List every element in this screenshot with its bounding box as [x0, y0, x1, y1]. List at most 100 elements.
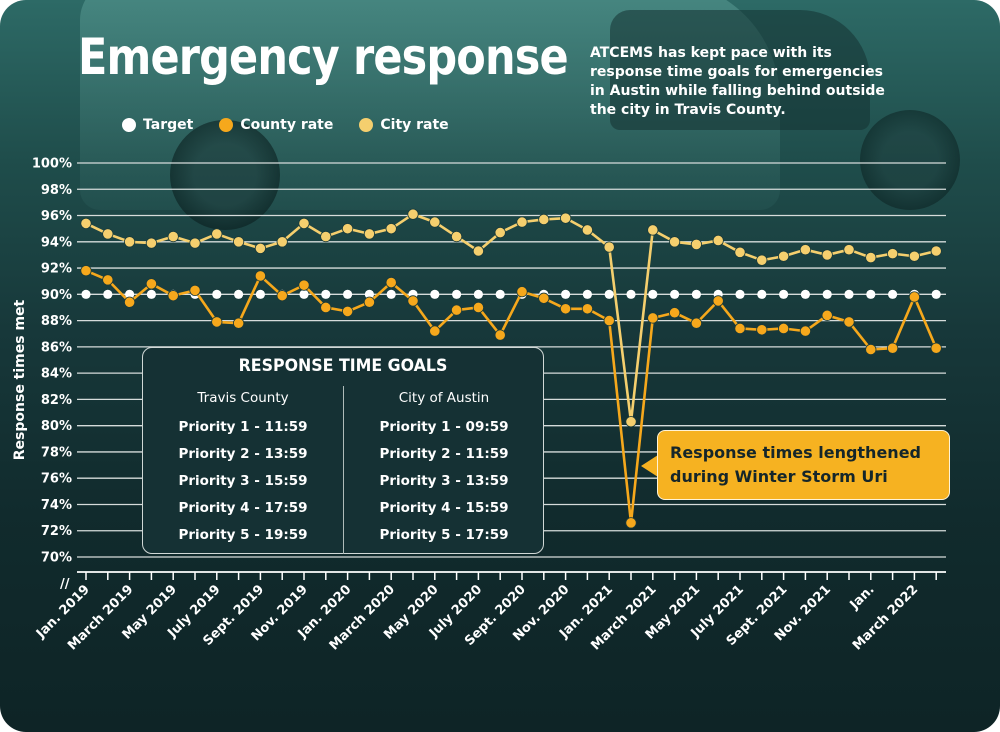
- target-point: [321, 289, 331, 299]
- county-rate-point: [80, 265, 92, 277]
- y-tick-label: 70%: [41, 551, 72, 566]
- city-rate-point: [124, 236, 136, 248]
- city-rate-point: [908, 250, 921, 262]
- y-tick-label: 98%: [41, 183, 72, 198]
- y-tick-label: 84%: [41, 367, 72, 382]
- county-rate-point: [559, 303, 572, 315]
- county-rate-point: [494, 329, 506, 341]
- background-window-shape: [610, 10, 870, 130]
- county-rate-point: [145, 278, 157, 290]
- county-rate-point: [625, 517, 637, 529]
- legend-item-city: City rate: [359, 117, 449, 133]
- city-rate-point: [363, 228, 375, 240]
- target-point: [125, 289, 135, 299]
- county-rate-point: [254, 270, 266, 282]
- county-rate-point: [647, 312, 659, 324]
- target-point: [452, 289, 462, 299]
- callout-pointer: [641, 455, 658, 477]
- target-point: [800, 289, 811, 299]
- goals-row: Priority 4 - 17:59: [178, 500, 308, 516]
- y-tick-label: 94%: [41, 235, 72, 250]
- y-axis-label: Response times met: [12, 299, 28, 460]
- target-point: [212, 289, 222, 299]
- legend-dot-county: [219, 118, 234, 132]
- city-rate-point: [429, 216, 441, 228]
- y-tick-label: 100%: [32, 157, 72, 172]
- legend-label: Target: [143, 117, 194, 133]
- target-point: [473, 289, 483, 299]
- county-rate-point: [341, 305, 354, 318]
- goals-row: Priority 1 - 09:59: [379, 419, 509, 435]
- series-layer: [80, 208, 942, 529]
- target-point: [103, 289, 113, 299]
- county-rate-point: [363, 296, 375, 308]
- y-tick-label: 88%: [41, 314, 72, 329]
- goals-column-city: City of Austin Priority 1 - 09:59 Priori…: [344, 388, 544, 549]
- goals-column-heading: City of Austin: [398, 390, 490, 406]
- background-wheel-shape: [860, 110, 960, 210]
- county-rate-point: [211, 316, 223, 328]
- city-rate-point: [625, 416, 637, 428]
- y-tick-label: 76%: [41, 472, 72, 487]
- goals-row: Priority 2 - 11:59: [379, 446, 509, 462]
- goals-divider: [343, 386, 344, 554]
- target-point: [866, 289, 876, 299]
- axis-break-mark: //: [60, 577, 70, 592]
- county-rate-point: [734, 322, 746, 335]
- city-rate-point: [821, 249, 833, 261]
- y-tick-label: 80%: [41, 419, 72, 434]
- city-rate-point: [450, 230, 463, 243]
- legend-dot-city: [359, 118, 374, 132]
- county-rate-point: [886, 342, 899, 354]
- county-rate-point: [799, 325, 812, 337]
- county-rate-point: [756, 324, 768, 336]
- county-rate-point: [538, 292, 550, 304]
- city-rate-point: [167, 230, 179, 243]
- y-tick-label: 82%: [41, 393, 72, 408]
- legend: Target County rate City rate: [122, 117, 449, 133]
- legend-item-county: County rate: [219, 117, 333, 133]
- goals-row: Priority 2 - 13:59: [178, 446, 308, 462]
- county-rate-point: [865, 343, 877, 356]
- county-rate-point: [407, 295, 419, 307]
- goals-title: RESPONSE TIME GOALS: [238, 356, 448, 376]
- goals-row: Priority 5 - 17:59: [379, 527, 509, 543]
- city-rate-point: [385, 223, 397, 235]
- city-rate-point: [799, 244, 812, 256]
- county-rate-point: [690, 317, 703, 329]
- target-point: [364, 289, 374, 299]
- target-point: [888, 289, 898, 299]
- county-rate-point: [167, 290, 179, 302]
- city-rate-point: [647, 224, 659, 236]
- city-rate-point: [843, 244, 855, 256]
- target-point: [648, 289, 658, 299]
- goals-column-heading: Travis County: [197, 390, 289, 406]
- city-rate-point: [756, 254, 768, 266]
- response-time-goals-box: RESPONSE TIME GOALS Travis County Priori…: [142, 347, 544, 554]
- target-point: [561, 289, 571, 299]
- target-point: [626, 289, 636, 299]
- county-rate-point: [843, 316, 855, 328]
- axis-layer: [77, 571, 946, 580]
- goals-row: Priority 3 - 15:59: [178, 473, 308, 489]
- city-rate-point: [145, 237, 157, 249]
- county-rate-point: [320, 301, 332, 314]
- target-point: [299, 289, 309, 299]
- goals-column-county: Travis County Priority 1 - 11:59 Priorit…: [143, 388, 343, 549]
- city-rate-point: [80, 217, 92, 230]
- county-rate-point: [124, 296, 136, 308]
- city-rate-point: [690, 238, 703, 251]
- background-wheel-shape: [170, 120, 280, 230]
- city-rate-point: [298, 217, 310, 230]
- y-tick-label: 96%: [41, 209, 72, 224]
- city-rate-point: [233, 236, 245, 248]
- county-rate-point: [908, 291, 921, 303]
- y-tick-label: 72%: [41, 524, 72, 539]
- city-rate-point: [712, 234, 724, 247]
- county-rate-point: [450, 304, 463, 316]
- target-point: [234, 289, 244, 299]
- target-point: [81, 289, 91, 299]
- city-rate-point: [189, 237, 201, 249]
- y-tick-label: 90%: [41, 288, 72, 303]
